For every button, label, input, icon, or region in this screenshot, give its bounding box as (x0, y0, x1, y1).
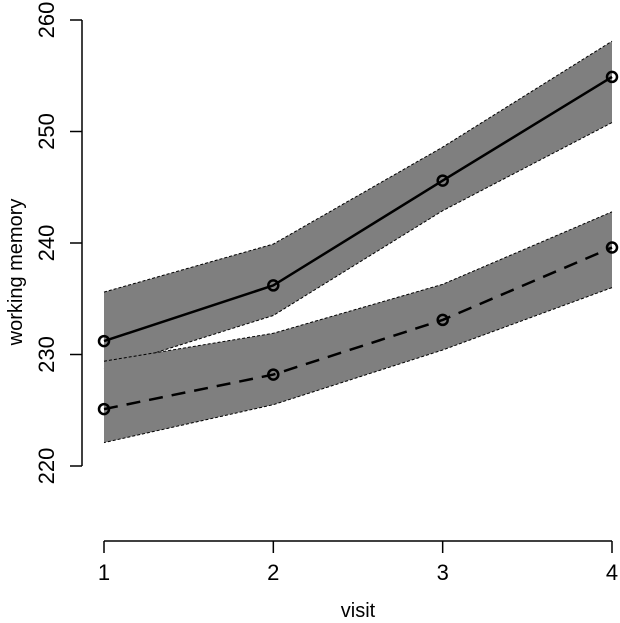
x-axis: 1 2 3 4 (98, 540, 618, 585)
data-point (605, 241, 619, 254)
y-axis-label: working memory (5, 199, 27, 347)
ci-lower-line-1 (103, 122, 613, 370)
y-tick-label: 240 (34, 225, 59, 262)
x-tick-label: 1 (98, 560, 110, 585)
data-point (436, 174, 449, 187)
data-point (97, 402, 111, 416)
ci-band-2 (104, 211, 612, 443)
y-tick-label: 220 (34, 448, 59, 485)
data-point (267, 279, 280, 292)
ci-band-1 (104, 41, 612, 369)
y-axis: 220 230 240 250 260 (34, 2, 83, 485)
ci-upper-line-1 (103, 40, 613, 293)
confidence-bands (103, 40, 613, 444)
data-point (267, 368, 280, 381)
data-points (97, 70, 619, 416)
ci-lower-line-2 (103, 287, 613, 444)
data-point (605, 70, 619, 84)
series-line-1 (103, 75, 613, 343)
data-point (436, 313, 449, 327)
y-tick-label: 250 (34, 113, 59, 150)
x-axis-label: visit (341, 600, 376, 622)
ci-upper-line-2 (103, 211, 613, 362)
data-point (97, 334, 111, 348)
x-tick-label: 4 (606, 560, 618, 585)
x-tick-label: 3 (437, 560, 449, 585)
x-tick-label: 2 (267, 560, 279, 585)
series-lines (103, 75, 613, 411)
y-tick-label: 230 (34, 336, 59, 373)
y-tick-label: 260 (34, 2, 59, 39)
series-line-2 (103, 246, 613, 411)
